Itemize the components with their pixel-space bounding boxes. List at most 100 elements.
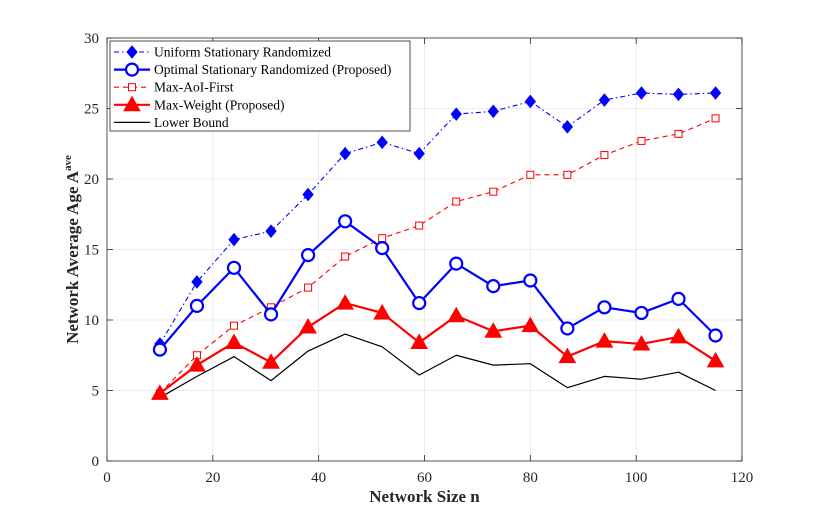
legend-label: Uniform Stationary Randomized xyxy=(154,45,331,60)
x-tick-label: 80 xyxy=(523,470,538,486)
data-point-diamond xyxy=(191,275,203,289)
legend-item: Lower Bound xyxy=(114,115,229,130)
data-point-diamond xyxy=(561,120,574,134)
data-point-circle xyxy=(152,342,168,357)
data-point-triangle xyxy=(410,333,429,350)
data-point-triangle xyxy=(373,303,392,320)
data-point-diamond xyxy=(126,45,138,59)
x-tick-label: 60 xyxy=(417,470,432,486)
x-tick-label: 120 xyxy=(731,470,754,486)
data-point-square xyxy=(600,151,609,160)
data-point-circle xyxy=(338,214,353,229)
series-group xyxy=(151,86,725,400)
y-axis-label: Network Average Age Aave xyxy=(62,155,82,344)
legend-item: Uniform Stationary Randomized xyxy=(114,45,331,60)
legend-item: Max-AoI-First xyxy=(114,80,234,95)
data-point-triangle xyxy=(669,327,688,344)
data-point-square xyxy=(452,197,461,206)
data-point-triangle xyxy=(123,95,141,112)
data-point-circle xyxy=(560,321,575,336)
data-point-diamond xyxy=(450,107,462,121)
data-point-diamond xyxy=(302,187,314,202)
data-point-circle xyxy=(634,305,649,321)
data-point-square xyxy=(489,187,498,196)
data-point-square xyxy=(378,234,387,243)
data-point-circle xyxy=(226,260,242,275)
data-point-circle xyxy=(300,248,316,263)
data-point-circle xyxy=(189,298,205,313)
data-point-triangle xyxy=(558,347,577,364)
data-point-square xyxy=(415,221,424,230)
data-point-diamond xyxy=(598,93,611,107)
y-tick-label: 30 xyxy=(84,31,99,47)
data-point-square xyxy=(230,321,238,330)
series-line xyxy=(159,92,716,345)
x-tick-label: 100 xyxy=(625,470,648,486)
data-point-triangle xyxy=(262,353,280,369)
data-point-triangle xyxy=(447,306,466,323)
legend-item: Optimal Stationary Randomized (Proposed) xyxy=(114,62,391,77)
data-point-circle xyxy=(486,279,501,294)
data-point-square xyxy=(341,252,350,261)
data-point-circle xyxy=(708,328,723,343)
data-point-circle xyxy=(449,256,464,271)
data-point-triangle xyxy=(632,334,651,351)
data-point-diamond xyxy=(635,86,648,100)
series-lower-bound xyxy=(159,333,716,399)
series-line xyxy=(159,220,717,351)
data-point-diamond xyxy=(413,146,425,161)
legend-label: Optimal Stationary Randomized (Proposed) xyxy=(154,62,391,77)
axis-ticks: 0 20 40 60 80 100 120 0 5 10 15 20 25 30 xyxy=(84,31,753,486)
data-point-triangle xyxy=(336,294,354,310)
y-tick-label: 25 xyxy=(84,102,99,118)
data-point-circle xyxy=(124,62,140,77)
data-point-circle xyxy=(375,240,390,256)
data-point-circle xyxy=(412,295,427,311)
data-point-diamond xyxy=(265,224,277,238)
data-point-square xyxy=(674,129,683,138)
x-axis-label: Network Size n xyxy=(369,487,480,506)
y-axis-label-superscript: ave xyxy=(62,155,74,171)
series-line xyxy=(159,301,717,395)
data-point-circle xyxy=(523,273,538,288)
data-point-square xyxy=(711,114,720,123)
data-point-triangle xyxy=(521,316,540,333)
grid xyxy=(107,38,742,461)
data-point-triangle xyxy=(484,322,503,338)
data-point-square xyxy=(563,170,572,179)
data-point-triangle xyxy=(595,332,614,348)
y-tick-label: 10 xyxy=(84,313,99,329)
data-point-square xyxy=(128,83,136,92)
data-point-diamond xyxy=(709,86,722,100)
data-point-circle xyxy=(263,307,279,322)
data-point-circle xyxy=(671,291,686,306)
legend-box xyxy=(109,40,411,132)
y-axis-label-main: Network Average Age A xyxy=(63,170,82,344)
data-point-triangle xyxy=(706,351,725,368)
data-point-diamond xyxy=(487,104,499,119)
series-line xyxy=(159,333,716,399)
legend: Uniform Stationary Randomized Optimal Sta… xyxy=(109,40,411,132)
data-point-diamond xyxy=(524,94,536,109)
data-point-triangle xyxy=(225,333,243,350)
data-point-triangle xyxy=(299,318,317,334)
data-point-triangle xyxy=(151,384,169,400)
series-line xyxy=(159,117,716,394)
y-tick-label: 5 xyxy=(92,384,100,400)
y-tick-label: 20 xyxy=(84,172,99,188)
data-point-diamond xyxy=(376,135,388,150)
data-point-diamond xyxy=(672,87,685,102)
data-point-triangle xyxy=(188,356,206,372)
legend-label: Max-AoI-First xyxy=(154,80,234,95)
y-tick-label: 0 xyxy=(92,454,100,470)
legend-item: Max-Weight (Proposed) xyxy=(114,95,285,112)
data-point-diamond xyxy=(339,146,351,161)
series-max-weight-proposed xyxy=(151,294,725,400)
data-point-circle xyxy=(597,300,612,315)
legend-label: Lower Bound xyxy=(154,115,229,130)
data-point-square xyxy=(304,283,313,292)
legend-label: Max-Weight (Proposed) xyxy=(154,97,285,112)
series-optimal-stationary-randomized-proposed xyxy=(152,214,723,357)
data-point-square xyxy=(526,170,535,179)
